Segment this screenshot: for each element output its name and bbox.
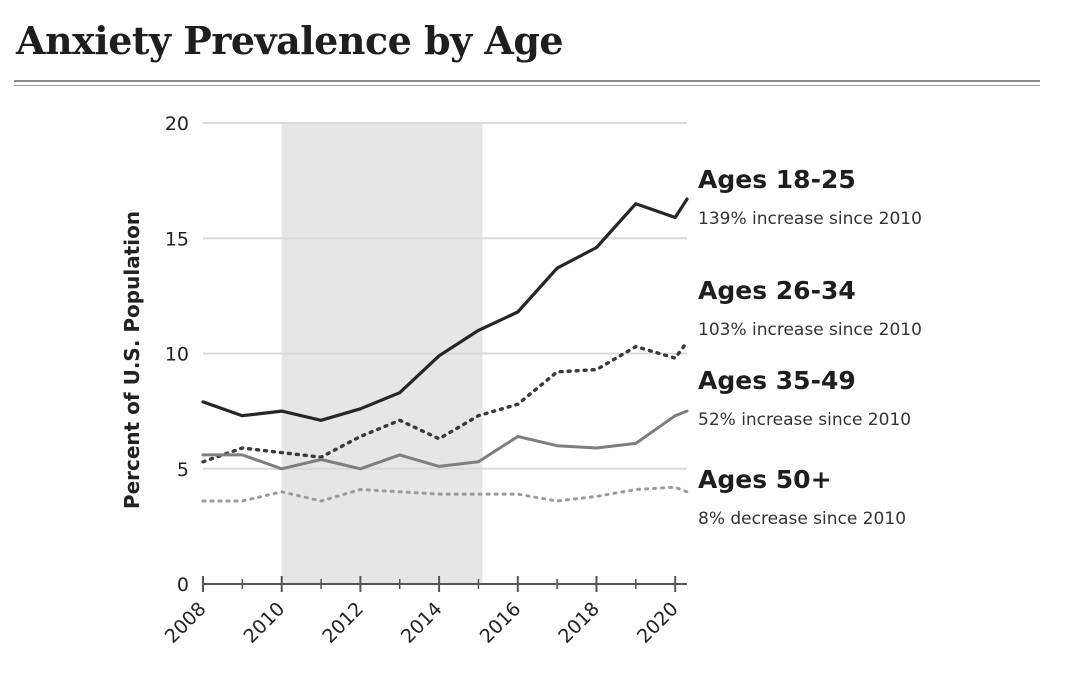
x-tick-label-2008: 2008 [161, 598, 211, 648]
series-note-ages-26-34: 103% increase since 2010 [698, 320, 922, 340]
x-tick-label-2016: 2016 [476, 598, 526, 648]
series-line-ages-26-34 [201, 340, 689, 464]
series-label-ages-26-34: Ages 26-34 [698, 276, 856, 305]
title-divider-bottom [14, 85, 1040, 86]
series-label-ages-35-49: Ages 35-49 [698, 366, 856, 395]
series-note-ages-18-25: 139% increase since 2010 [698, 209, 922, 229]
y-tick-label-5: 5 [177, 459, 189, 481]
x-tick-label-2010: 2010 [239, 598, 289, 648]
title-divider-top [14, 80, 1040, 82]
y-tick-label-0: 0 [177, 574, 189, 596]
x-tick-label-2020: 2020 [633, 598, 683, 648]
series-note-ages-35-49: 52% increase since 2010 [698, 410, 911, 430]
x-tick-label-2018: 2018 [554, 598, 604, 648]
x-tick-label-2014: 2014 [397, 598, 447, 648]
y-tick-label-15: 15 [165, 228, 189, 250]
series-line-ages-18-25 [201, 197, 689, 422]
x-tick-label-2012: 2012 [318, 598, 368, 648]
series-note-ages-50-: 8% decrease since 2010 [698, 509, 906, 529]
y-tick-label-10: 10 [165, 344, 189, 366]
y-tick-label-20: 20 [165, 113, 189, 135]
series-label-ages-18-25: Ages 18-25 [698, 165, 856, 194]
series-line-ages-50- [201, 485, 689, 503]
page-title: Anxiety Prevalence by Age [16, 18, 564, 63]
series-line-ages-35-49 [201, 409, 689, 471]
series-label-ages-50-: Ages 50+ [698, 465, 832, 494]
y-axis-label: Percent of U.S. Population [120, 211, 144, 509]
